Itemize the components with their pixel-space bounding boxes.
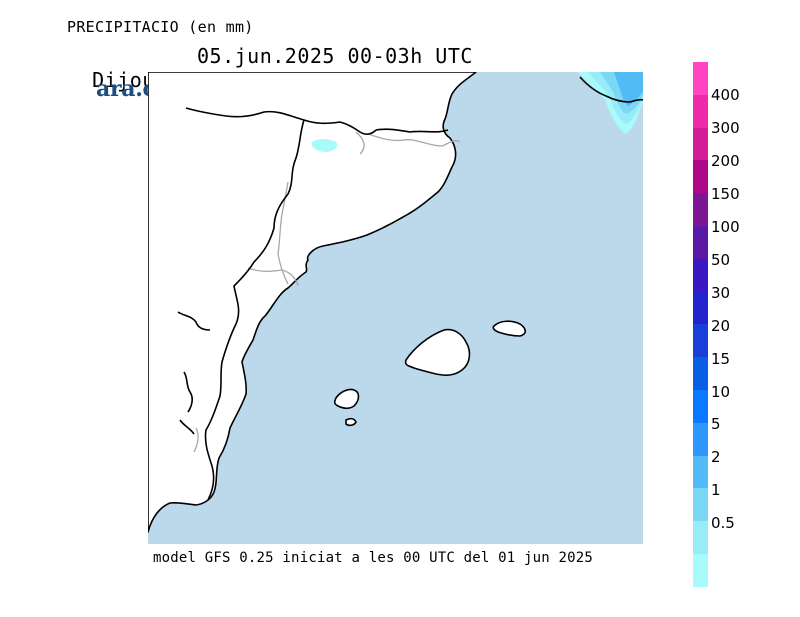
- legend-label: 10: [711, 383, 731, 401]
- menorca: [492, 320, 527, 337]
- legend-swatch: [693, 422, 708, 456]
- legend-label: 400: [711, 86, 740, 104]
- legend-label: 20: [711, 317, 731, 335]
- legend-swatch: [693, 193, 708, 226]
- precip-color-scale: [693, 62, 708, 587]
- legend-label: 0.5: [711, 514, 735, 532]
- map-svg: [148, 72, 643, 544]
- model-info: model GFS 0.25 iniciat a les 00 UTC del …: [153, 550, 594, 566]
- forecast-date-time: 05.jun.2025 00-03h UTC: [197, 44, 473, 68]
- legend-swatch: [693, 160, 708, 194]
- legend-swatch: [693, 291, 708, 325]
- legend-label: 2: [711, 448, 721, 466]
- legend-swatch: [693, 258, 708, 292]
- legend-swatch: [693, 357, 708, 390]
- legend-swatch: [693, 389, 708, 423]
- balearic-islands: [333, 320, 527, 427]
- precip-area-pyrenees: [311, 139, 338, 152]
- legend-swatch: [693, 225, 708, 259]
- legend-swatch: [693, 324, 708, 358]
- legend-label: 5: [711, 415, 721, 433]
- chart-title: PRECIPITACIO (en mm): [67, 18, 254, 36]
- legend-label: 15: [711, 350, 731, 368]
- legend-swatch: [693, 521, 708, 554]
- country-borders: [177, 107, 449, 501]
- mallorca: [404, 328, 471, 376]
- legend-swatch: [693, 488, 708, 522]
- legend-label: 200: [711, 152, 740, 170]
- precipitation-map: [148, 72, 643, 544]
- legend-label: 150: [711, 185, 740, 203]
- legend-label: 100: [711, 218, 740, 236]
- formentera: [345, 417, 357, 427]
- legend-label: 50: [711, 251, 731, 269]
- legend-label: 1: [711, 481, 721, 499]
- legend-label: 30: [711, 284, 731, 302]
- eivissa: [333, 388, 360, 410]
- legend-swatch: [693, 62, 708, 95]
- legend-swatch: [693, 127, 708, 161]
- precip-area-northeast: [578, 72, 643, 134]
- legend-swatch: [693, 553, 708, 587]
- legend-swatch: [693, 94, 708, 128]
- legend-swatch: [693, 455, 708, 489]
- legend-label: 300: [711, 119, 740, 137]
